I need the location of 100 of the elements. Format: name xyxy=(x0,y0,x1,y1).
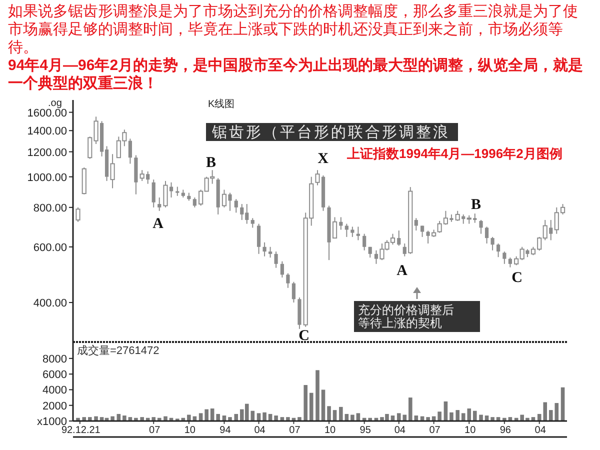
candlestick xyxy=(397,230,401,246)
bar xyxy=(472,410,477,421)
x-tick-label: 07 xyxy=(149,425,161,436)
annotation: C xyxy=(298,328,310,344)
bar xyxy=(110,416,114,421)
bar xyxy=(88,417,92,421)
x-tick-label: 07 xyxy=(289,425,301,436)
bar xyxy=(479,414,483,421)
y-tick-label: 1400.00 xyxy=(27,126,67,138)
y-tick-label: 4000 xyxy=(42,384,67,397)
x-tick-label: 07 xyxy=(429,425,441,436)
y-tick-label: 800.00 xyxy=(33,202,67,214)
bar xyxy=(560,387,565,421)
candlestick xyxy=(479,219,483,234)
annotation: 锯齿形（平台形的联合形调整浪 xyxy=(211,124,450,141)
candlestick xyxy=(262,242,266,257)
x-tick-label: 95 xyxy=(360,425,372,436)
y-tick-label: 600.00 xyxy=(33,242,67,254)
candlestick xyxy=(362,233,366,251)
bar xyxy=(350,414,354,421)
bar xyxy=(234,414,238,421)
bar xyxy=(426,417,430,421)
x-tick-label: 94 xyxy=(220,425,232,436)
bar xyxy=(298,417,302,421)
candlestick xyxy=(76,206,80,222)
x-tick-label: 96 xyxy=(500,425,512,436)
candlestick xyxy=(128,138,132,164)
candlestick xyxy=(274,251,278,268)
candlestick xyxy=(356,226,360,241)
annotation: C xyxy=(512,270,522,286)
bar xyxy=(228,417,232,421)
candlestick xyxy=(158,196,162,212)
candlestick xyxy=(496,243,500,258)
candlestick xyxy=(502,251,506,264)
chart-title: 如果说多锯齿形调整浪是为了市场达到充分的价格调整幅度，那么多重三浪就是为了使市场赢得足够的调整时间，毕竟在上涨或下跌的时机还没真正到来之前，市场必须等待。 xyxy=(8,3,579,57)
bar xyxy=(444,401,448,421)
chart-title: 成交量=2761472 xyxy=(77,344,160,357)
bar xyxy=(339,406,343,421)
candlestick xyxy=(344,223,348,238)
bar xyxy=(122,416,126,421)
candlestick xyxy=(234,198,238,214)
x-tick-label: 92.12.21 xyxy=(61,425,101,436)
annotation: X xyxy=(318,151,329,167)
candlestick xyxy=(192,196,196,208)
bar xyxy=(408,398,412,421)
bar xyxy=(490,417,494,421)
x-tick-label: 04 xyxy=(394,425,406,436)
bar xyxy=(164,416,168,421)
x-tick-label: 10 xyxy=(184,425,196,436)
candlestick xyxy=(350,226,354,238)
bar xyxy=(262,412,266,421)
bar xyxy=(274,416,278,421)
candlestick xyxy=(420,225,424,238)
x-tick-label: 10 xyxy=(464,425,476,436)
bar xyxy=(309,392,314,421)
annotation: A xyxy=(152,216,164,232)
bar xyxy=(286,417,290,421)
y-tick-label: 8000 xyxy=(42,353,67,366)
text: .og xyxy=(48,98,62,109)
candlestick xyxy=(280,260,284,278)
bar xyxy=(152,417,156,421)
y-tick-label: 2000 xyxy=(42,400,67,412)
bar xyxy=(94,416,98,421)
bar xyxy=(438,412,442,421)
y-tick-label: 1000.00 xyxy=(27,172,67,184)
y-tick-label: 400.00 xyxy=(33,298,67,310)
annotation: K线图 xyxy=(208,98,235,110)
annotation: B xyxy=(206,155,216,171)
annotation: 上证指数1994年4月—1996年2月图例 xyxy=(346,146,562,161)
bar xyxy=(456,410,460,421)
bar xyxy=(327,406,331,421)
bar xyxy=(140,417,144,421)
bar xyxy=(216,414,220,421)
bar xyxy=(187,414,191,421)
x-tick-label: 10 xyxy=(324,425,336,436)
chart-subtitle: 94年4月—96年2月的走势，是中国股市至今为止出现的最大型的调整，纵览全局，就是一个典型的双重三浪！ xyxy=(8,57,584,93)
candlestick xyxy=(508,257,512,268)
candlestick xyxy=(152,179,156,208)
bar xyxy=(304,385,308,421)
bar xyxy=(316,370,320,421)
x-tick-label: 04 xyxy=(254,425,266,436)
bar xyxy=(321,390,326,421)
bar xyxy=(82,417,86,421)
annotation: B xyxy=(470,197,482,213)
x-tick-label: 04 xyxy=(534,425,546,436)
candlestick xyxy=(490,236,494,251)
candlestick xyxy=(176,186,180,196)
bar xyxy=(204,409,208,421)
annotation: 充分的价格调整后等待上涨的契机 xyxy=(358,303,454,330)
y-tick-label: 1200.00 xyxy=(27,146,67,159)
candlestick xyxy=(268,246,272,258)
candlestick xyxy=(250,218,254,228)
candlestick xyxy=(484,226,489,244)
candlestick xyxy=(256,223,261,254)
candlestick xyxy=(414,218,418,232)
candlestick xyxy=(292,281,296,304)
y-tick-label: 6000 xyxy=(42,369,67,382)
annotation: A xyxy=(396,263,408,279)
candlestick xyxy=(286,272,290,288)
y-tick-label: 1600.00 xyxy=(27,107,67,120)
